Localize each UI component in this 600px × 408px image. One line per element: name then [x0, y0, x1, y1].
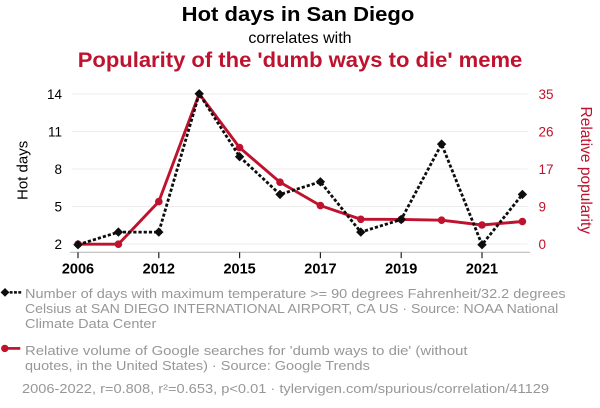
svg-text:0: 0 — [539, 237, 547, 252]
svg-text:2: 2 — [54, 237, 62, 252]
svg-text:8: 8 — [54, 162, 62, 177]
svg-text:5: 5 — [54, 200, 62, 215]
svg-text:11: 11 — [48, 125, 62, 140]
svg-text:2019: 2019 — [385, 262, 417, 278]
svg-text:26: 26 — [539, 125, 554, 140]
svg-text:17: 17 — [539, 162, 554, 177]
svg-text:2021: 2021 — [466, 262, 498, 278]
svg-text:2015: 2015 — [223, 262, 255, 278]
svg-text:9: 9 — [539, 200, 547, 215]
svg-text:2012: 2012 — [143, 262, 175, 278]
svg-text:14: 14 — [47, 87, 63, 102]
svg-text:35: 35 — [539, 87, 554, 102]
svg-text:Relative popularity: Relative popularity — [577, 107, 594, 235]
svg-text:2006: 2006 — [62, 262, 94, 278]
svg-text:2017: 2017 — [304, 262, 336, 278]
svg-text:Hot days: Hot days — [15, 141, 32, 200]
